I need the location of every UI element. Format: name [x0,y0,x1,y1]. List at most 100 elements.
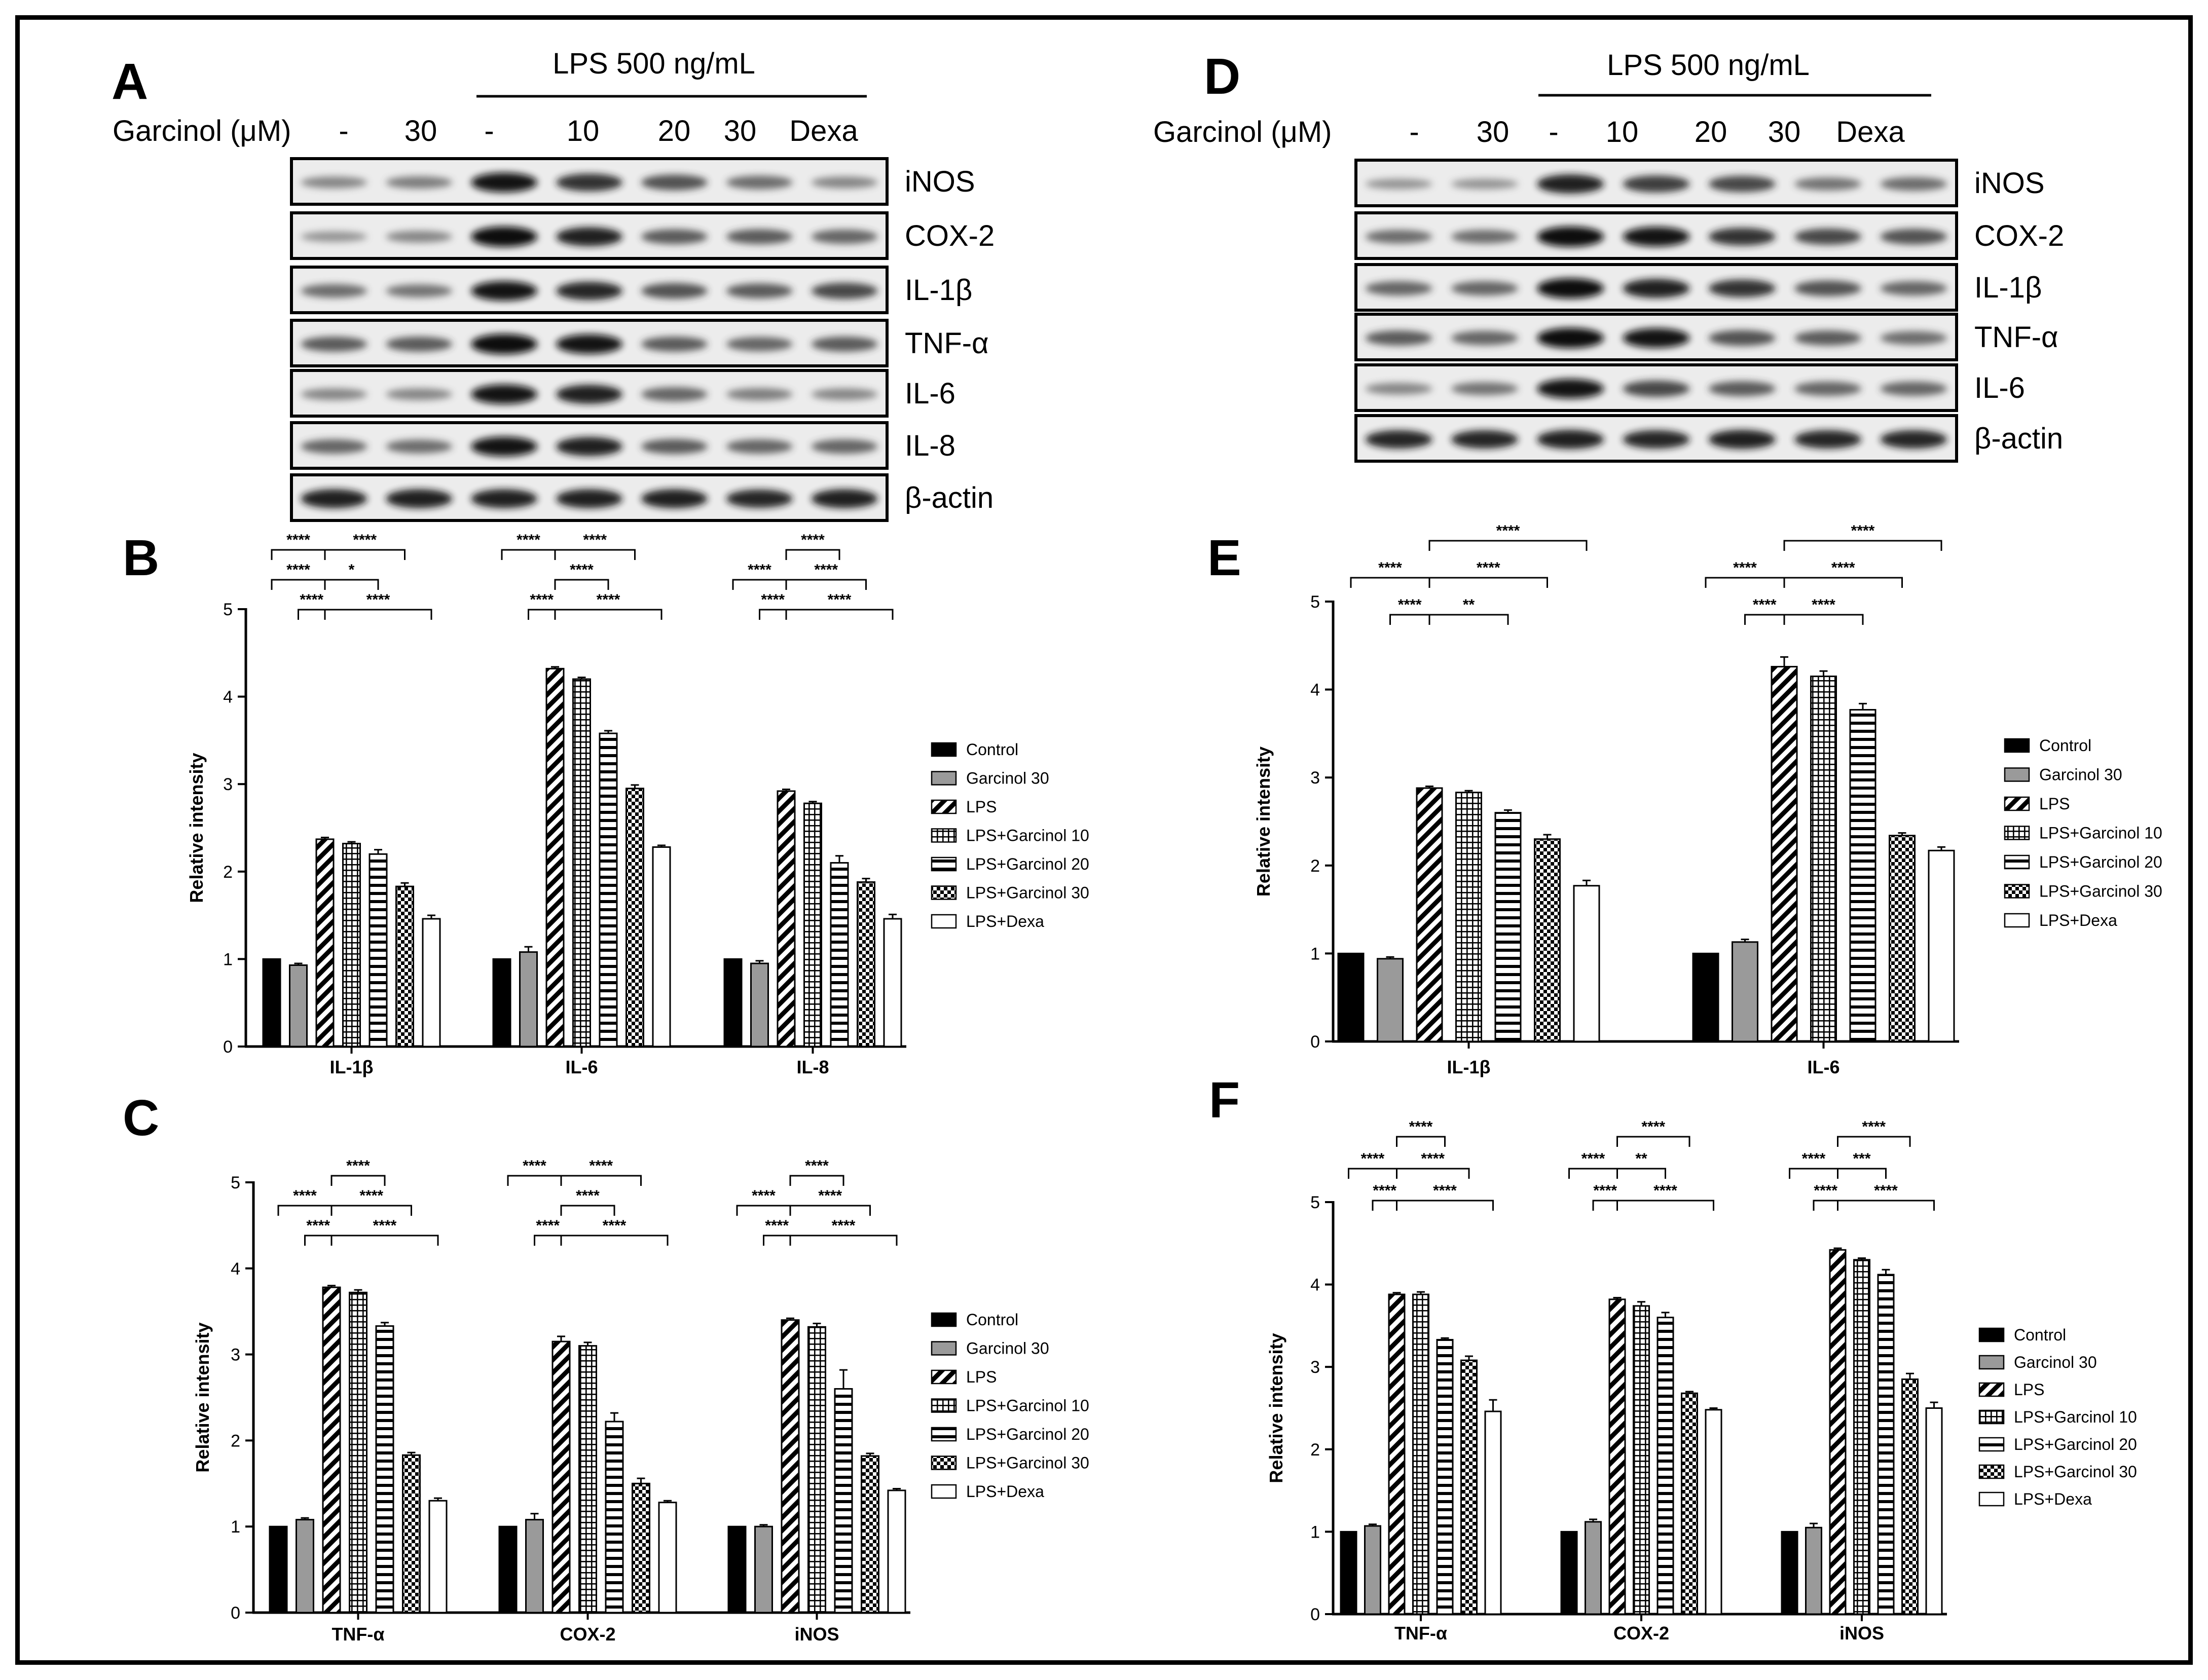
bar-lps-garcinol-30 [1534,838,1561,1042]
blot-band [811,439,878,454]
significance-label: **** [286,532,310,548]
bar-lps-garcinol-10 [342,843,361,1048]
significance-bracket [1837,1168,1887,1179]
significance-bracket [528,609,556,620]
significance-label: **** [523,1158,546,1174]
blot-band [471,489,538,508]
significance-label: * [349,562,355,578]
blot-band [726,283,793,298]
lane-label: Dexa [789,115,858,147]
significance-label: **** [1409,1118,1433,1135]
bar-lps-garcinol-10 [1412,1293,1429,1615]
bar-lps-garcinol-30 [1901,1378,1919,1615]
blot-band [641,337,708,352]
bar-lps-dexa [1484,1410,1502,1615]
blot-band [1794,430,1862,449]
bar-control [1781,1530,1798,1615]
y-tick-label: 4 [223,688,233,707]
significance-bracket [277,1205,333,1216]
bar-lps-garcinol-20 [1436,1339,1454,1615]
legend-swatch [1978,1355,2005,1370]
legend-swatch [2004,913,2030,928]
blot-band [471,334,538,354]
bar-control [723,958,743,1048]
significance-bracket [785,609,894,620]
significance-label: **** [765,1217,789,1234]
blot-band [556,281,622,301]
legend-swatch [931,742,957,757]
lane-label: 30 [1768,116,1801,148]
panel-letter: F [1209,1072,1240,1129]
blot-strip [290,369,889,418]
significance-bracket [1813,1200,1838,1211]
significance-label: **** [583,532,607,548]
bar-lps-dexa [428,1500,448,1614]
blot-band [1365,330,1432,346]
y-axis-label: Relative intensity [1266,1333,1286,1483]
significance-bracket [1348,1168,1397,1179]
y-tick-label: 5 [223,600,233,619]
band-label: IL-8 [905,429,955,462]
blot-strip [290,473,889,522]
legend-swatch [1978,1382,2005,1397]
bar-control [498,1525,518,1614]
significance-label: **** [1373,1182,1396,1199]
y-tick-label: 5 [231,1173,240,1192]
bar-lps [781,1319,800,1614]
legend-label: LPS+Garcinol 20 [2014,1435,2137,1453]
significance-bracket [1372,1200,1397,1211]
panel-letter: B [123,530,159,586]
bar-lps-garcinol-10 [1853,1259,1870,1615]
blot-band [1451,330,1518,346]
blot-band [641,489,708,508]
significance-bracket [1705,577,1785,588]
legend-label: LPS+Garcinol 10 [966,827,1089,845]
significance-bracket [1389,614,1430,625]
significance-bracket [1396,1200,1494,1211]
band-label: IL-6 [1974,371,2025,404]
blot-band [1708,228,1776,246]
legend-label: Control [2039,736,2091,755]
significance-label: **** [814,562,838,578]
blot-band [1537,430,1604,449]
significance-bracket [1592,1200,1618,1211]
lane-label: 20 [1695,116,1727,148]
garcinol-label: Garcinol (μM) [1153,116,1332,148]
blot-band [301,284,367,298]
blot-band [811,337,878,352]
significance-bracket [554,579,609,590]
y-tick-label: 4 [1310,681,1320,700]
blot-band [1365,281,1432,296]
blot-band [1537,379,1604,399]
significance-bracket [1616,1136,1690,1147]
legend-swatch [2004,854,2030,870]
blot-band [726,439,793,454]
blot-strip [1354,363,1958,412]
blot-band [1537,174,1604,194]
category-label: IL-8 [796,1057,829,1077]
bar-garcinol-30 [1805,1526,1822,1615]
significance-bracket [732,579,787,590]
band-label: TNF-α [1974,321,2058,354]
blot-strip [1354,313,1958,361]
category-label: iNOS [794,1624,839,1645]
significance-bracket [324,579,379,590]
legend-swatch [931,1398,957,1413]
legend-swatch [931,856,957,872]
legend-swatch [931,885,957,900]
legend-swatch [1978,1491,2005,1507]
legend-label: LPS+Dexa [966,912,1044,930]
legend-swatch [1978,1327,2005,1342]
lps-label: LPS 500 ng/mL [553,47,755,80]
significance-bracket [785,549,840,560]
bar-lps-garcinol-10 [1633,1305,1650,1615]
blot-band [1623,380,1690,397]
blot-band [1708,381,1776,396]
blot-band [1451,430,1518,449]
blot-band [1794,228,1862,245]
significance-label: **** [761,591,785,608]
y-tick-label: 1 [1310,1522,1320,1542]
bar-control [262,958,281,1048]
bar-control [727,1525,747,1614]
